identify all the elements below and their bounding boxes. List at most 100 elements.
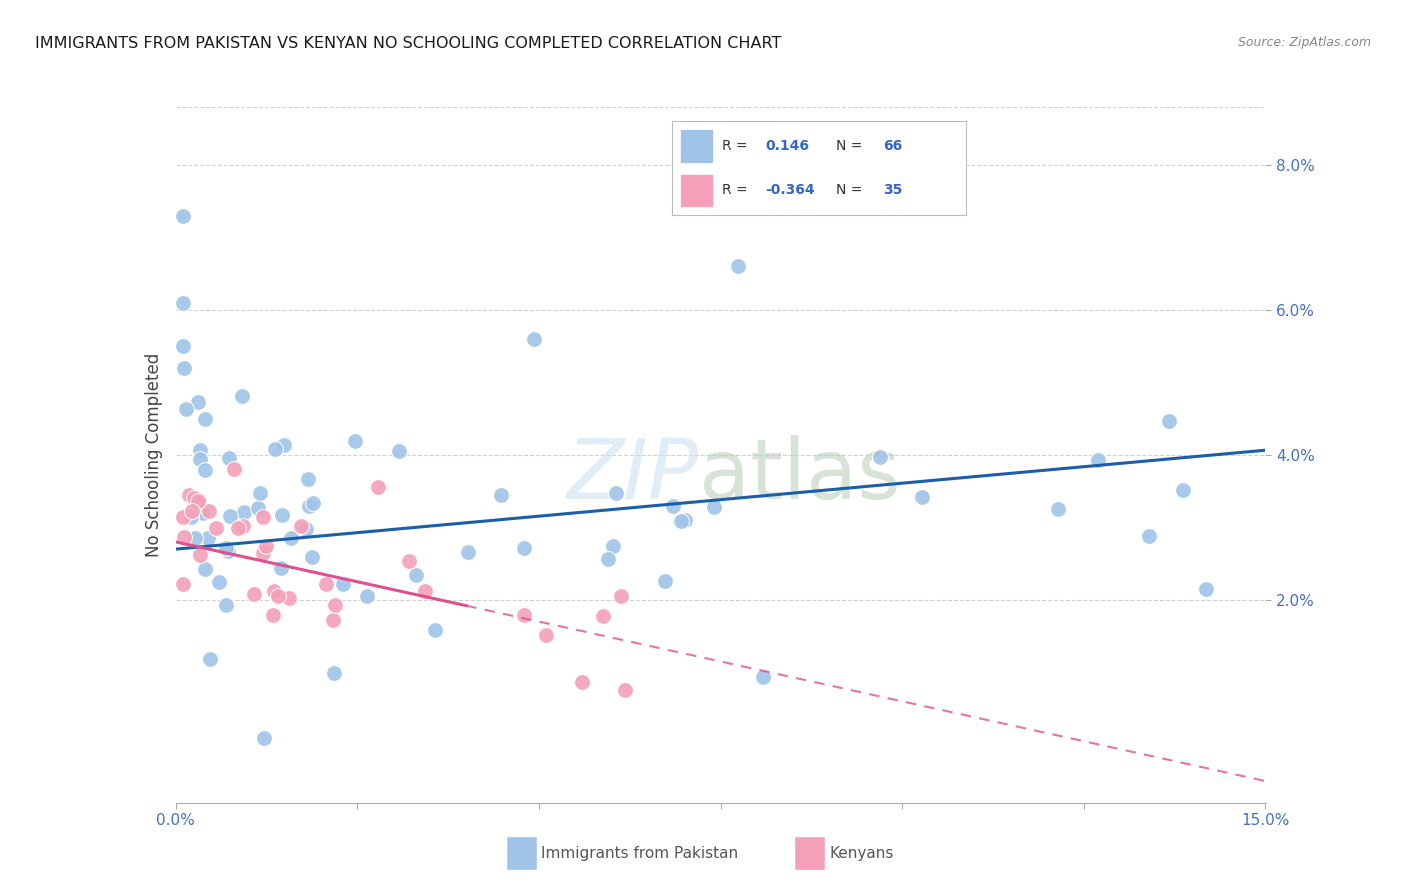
Point: [172, 295, 194, 310]
Point: [208, 575, 231, 590]
Point: [343, 434, 366, 448]
Point: [513, 607, 536, 622]
Text: Source: ZipAtlas.com: Source: ZipAtlas.com: [1237, 36, 1371, 49]
Text: Immigrants from Pakistan: Immigrants from Pakistan: [541, 847, 738, 861]
Point: [172, 577, 194, 591]
Point: [571, 674, 593, 689]
Point: [190, 442, 212, 457]
Point: [273, 438, 295, 452]
Point: [181, 504, 204, 518]
Point: [1159, 414, 1181, 428]
Point: [194, 463, 217, 477]
Point: [179, 488, 201, 502]
Point: [198, 504, 221, 518]
Point: [662, 500, 685, 514]
Point: [232, 519, 254, 533]
Text: atlas: atlas: [699, 435, 900, 516]
Point: [302, 495, 325, 509]
Point: [262, 608, 284, 623]
Point: [215, 541, 238, 555]
Point: [180, 509, 202, 524]
Point: [172, 509, 194, 524]
Point: [194, 411, 217, 425]
Point: [602, 539, 624, 553]
Point: [172, 339, 194, 353]
Point: [270, 561, 292, 575]
Point: [183, 531, 205, 545]
Point: [1171, 483, 1194, 497]
Point: [322, 614, 344, 628]
Point: [232, 505, 254, 519]
Point: [727, 259, 749, 273]
Point: [315, 576, 337, 591]
Point: [290, 519, 312, 533]
Point: [190, 452, 212, 467]
Point: [187, 395, 209, 409]
Point: [332, 577, 354, 591]
Point: [188, 548, 211, 562]
Point: [254, 539, 277, 553]
Point: [172, 209, 194, 223]
Point: [673, 513, 696, 527]
Point: [187, 493, 209, 508]
Point: [1046, 501, 1069, 516]
Point: [613, 683, 636, 698]
Point: [388, 444, 411, 458]
Point: [513, 541, 536, 556]
Point: [1087, 452, 1109, 467]
Point: [869, 450, 891, 464]
Point: [911, 490, 934, 504]
Point: [173, 361, 195, 376]
Point: [246, 500, 269, 515]
Point: [592, 609, 614, 624]
Point: [405, 567, 427, 582]
Point: [218, 451, 240, 466]
Text: IMMIGRANTS FROM PAKISTAN VS KENYAN NO SCHOOLING COMPLETED CORRELATION CHART: IMMIGRANTS FROM PAKISTAN VS KENYAN NO SC…: [35, 36, 782, 51]
Text: ZIP: ZIP: [567, 435, 699, 516]
Point: [253, 731, 276, 745]
Point: [297, 473, 319, 487]
Point: [413, 584, 436, 599]
Point: [267, 589, 290, 603]
Point: [200, 651, 222, 665]
Point: [278, 591, 301, 606]
Point: [252, 510, 274, 524]
Point: [204, 521, 226, 535]
Point: [183, 491, 205, 505]
Point: [367, 480, 389, 494]
Point: [231, 389, 253, 403]
Point: [703, 500, 725, 515]
Point: [219, 509, 242, 524]
Point: [197, 531, 219, 545]
Point: [224, 462, 246, 476]
Point: [654, 574, 676, 588]
Point: [264, 442, 287, 456]
Point: [356, 589, 378, 603]
Point: [669, 515, 692, 529]
Point: [215, 599, 238, 613]
Point: [523, 332, 546, 346]
Point: [188, 493, 211, 508]
Point: [249, 486, 271, 500]
Point: [271, 508, 294, 522]
Point: [322, 665, 344, 680]
Point: [489, 488, 512, 502]
Point: [226, 521, 249, 535]
Point: [217, 544, 239, 558]
Point: [596, 551, 619, 566]
Point: [295, 522, 318, 536]
Point: [252, 546, 274, 560]
Point: [242, 586, 264, 600]
Point: [457, 545, 479, 559]
Point: [301, 550, 323, 565]
Point: [191, 506, 214, 520]
Point: [1137, 529, 1160, 543]
Point: [323, 598, 346, 612]
Point: [605, 485, 627, 500]
Text: Kenyans: Kenyans: [830, 847, 894, 861]
Point: [194, 561, 217, 575]
Point: [263, 583, 285, 598]
Point: [398, 554, 420, 568]
Y-axis label: No Schooling Completed: No Schooling Completed: [145, 353, 163, 557]
Point: [280, 531, 302, 545]
